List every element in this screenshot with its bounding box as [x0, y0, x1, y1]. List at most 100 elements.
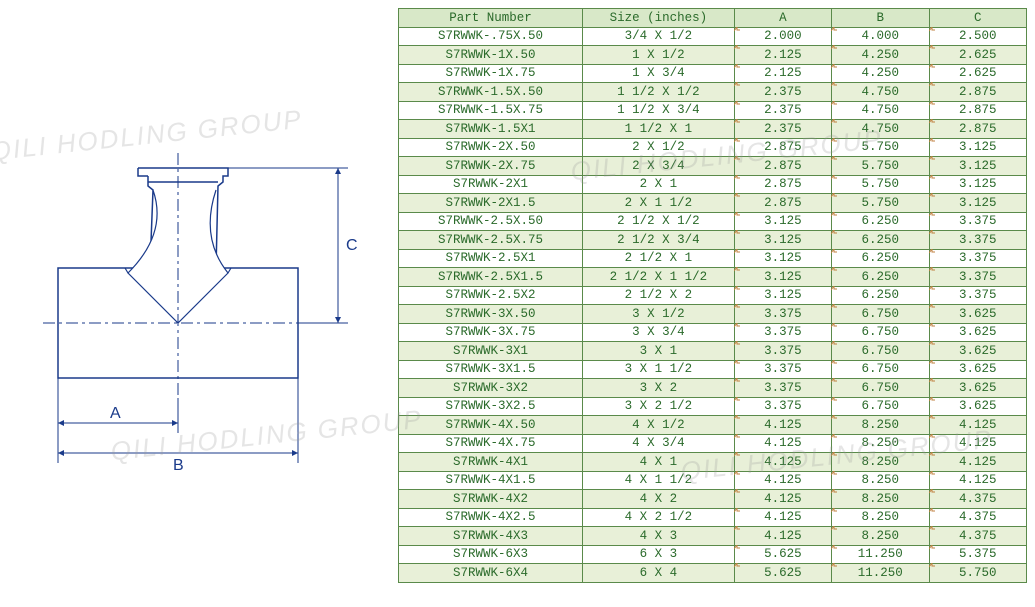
table-cell: 2 1/2 X 3/4	[583, 231, 735, 250]
table-cell: S7RWWK-4X3	[399, 527, 583, 546]
table-cell: 8.250	[832, 508, 929, 527]
table-row: S7RWWK-4X.504 X 1/24.1258.2504.125	[399, 416, 1027, 435]
table-cell: 4.750	[832, 120, 929, 139]
table-header: C	[929, 9, 1026, 28]
table-panel: Part NumberSize (inches)ABCS7RWWK-.75X.5…	[398, 8, 1027, 598]
table-cell: 4.125	[734, 416, 831, 435]
table-cell: 6.250	[832, 231, 929, 250]
table-cell: 3/4 X 1/2	[583, 27, 735, 46]
table-cell: 4.000	[832, 27, 929, 46]
table-row: S7RWWK-3X.753 X 3/43.3756.7503.625	[399, 323, 1027, 342]
table-cell: 8.250	[832, 490, 929, 509]
table-cell: 2 X 1 1/2	[583, 194, 735, 213]
table-row: S7RWWK-2.5X.502 1/2 X 1/23.1256.2503.375	[399, 212, 1027, 231]
table-row: S7RWWK-1.5X11 1/2 X 12.3754.7502.875	[399, 120, 1027, 139]
table-row: S7RWWK-2X.752 X 3/42.8755.7503.125	[399, 157, 1027, 176]
table-cell: 3.375	[734, 379, 831, 398]
table-cell: 1 1/2 X 3/4	[583, 101, 735, 120]
table-row: S7RWWK-4X2.54 X 2 1/24.1258.2504.375	[399, 508, 1027, 527]
table-cell: 2.875	[734, 175, 831, 194]
table-header: B	[832, 9, 929, 28]
table-cell: 3.375	[734, 360, 831, 379]
table-cell: S7RWWK-1.5X1	[399, 120, 583, 139]
table-cell: 6.750	[832, 360, 929, 379]
table-cell: 2 1/2 X 1	[583, 249, 735, 268]
table-cell: 4 X 3	[583, 527, 735, 546]
table-cell: 8.250	[832, 471, 929, 490]
table-cell: 6 X 4	[583, 564, 735, 583]
table-cell: 3.375	[734, 342, 831, 361]
table-cell: 3 X 2	[583, 379, 735, 398]
table-row: S7RWWK-3X23 X 23.3756.7503.625	[399, 379, 1027, 398]
table-row: S7RWWK-2.5X.752 1/2 X 3/43.1256.2503.375	[399, 231, 1027, 250]
diagram-panel: C A B	[8, 8, 388, 598]
table-cell: S7RWWK-2X.50	[399, 138, 583, 157]
table-cell: 5.625	[734, 564, 831, 583]
table-cell: 8.250	[832, 434, 929, 453]
table-cell: 2.125	[734, 64, 831, 83]
table-cell: 2.875	[929, 120, 1026, 139]
table-cell: 3.625	[929, 342, 1026, 361]
table-cell: 4.125	[929, 471, 1026, 490]
table-cell: S7RWWK-4X1.5	[399, 471, 583, 490]
table-cell: 2 X 1/2	[583, 138, 735, 157]
table-cell: 4 X 1/2	[583, 416, 735, 435]
table-cell: 8.250	[832, 416, 929, 435]
table-cell: 1 1/2 X 1	[583, 120, 735, 139]
table-cell: 5.750	[832, 175, 929, 194]
table-cell: S7RWWK-1X.50	[399, 46, 583, 65]
table-cell: 3.375	[929, 212, 1026, 231]
table-cell: S7RWWK-.75X.50	[399, 27, 583, 46]
table-row: S7RWWK-6X46 X 45.62511.2505.750	[399, 564, 1027, 583]
table-header: Size (inches)	[583, 9, 735, 28]
table-cell: 6.750	[832, 342, 929, 361]
table-row: S7RWWK-2X.502 X 1/22.8755.7503.125	[399, 138, 1027, 157]
table-cell: 2 X 3/4	[583, 157, 735, 176]
table-cell: 3 X 1 1/2	[583, 360, 735, 379]
table-cell: 11.250	[832, 545, 929, 564]
table-cell: 4.125	[929, 453, 1026, 472]
table-row: S7RWWK-2X12 X 12.8755.7503.125	[399, 175, 1027, 194]
table-cell: 4 X 3/4	[583, 434, 735, 453]
table-cell: 6.250	[832, 268, 929, 287]
table-cell: 3.375	[929, 249, 1026, 268]
table-cell: 2.375	[734, 83, 831, 102]
table-cell: S7RWWK-2.5X2	[399, 286, 583, 305]
table-cell: 4.125	[734, 527, 831, 546]
table-row: S7RWWK-1X.751 X 3/42.1254.2502.625	[399, 64, 1027, 83]
table-cell: 3.375	[929, 286, 1026, 305]
table-row: S7RWWK-4X1.54 X 1 1/24.1258.2504.125	[399, 471, 1027, 490]
table-cell: 8.250	[832, 453, 929, 472]
table-row: S7RWWK-3X1.53 X 1 1/23.3756.7503.625	[399, 360, 1027, 379]
table-cell: 3.125	[929, 175, 1026, 194]
table-cell: 11.250	[832, 564, 929, 583]
table-cell: 4.375	[929, 527, 1026, 546]
table-header: Part Number	[399, 9, 583, 28]
table-cell: S7RWWK-1.5X.75	[399, 101, 583, 120]
table-cell: 2.000	[734, 27, 831, 46]
table-cell: 2.625	[929, 64, 1026, 83]
table-cell: S7RWWK-3X.50	[399, 305, 583, 324]
table-cell: S7RWWK-6X4	[399, 564, 583, 583]
table-cell: 4.125	[734, 471, 831, 490]
table-cell: 3.125	[734, 286, 831, 305]
table-cell: S7RWWK-3X1.5	[399, 360, 583, 379]
table-cell: 3.625	[929, 397, 1026, 416]
table-row: S7RWWK-4X24 X 24.1258.2504.375	[399, 490, 1027, 509]
table-cell: S7RWWK-4X2	[399, 490, 583, 509]
table-cell: 6.250	[832, 249, 929, 268]
table-cell: 6.250	[832, 212, 929, 231]
table-cell: 3.375	[929, 268, 1026, 287]
table-cell: S7RWWK-6X3	[399, 545, 583, 564]
table-cell: S7RWWK-3X2.5	[399, 397, 583, 416]
table-cell: 3 X 2 1/2	[583, 397, 735, 416]
table-cell: 5.750	[832, 157, 929, 176]
table-cell: 2.875	[929, 101, 1026, 120]
table-cell: S7RWWK-3X2	[399, 379, 583, 398]
table-cell: S7RWWK-3X1	[399, 342, 583, 361]
parts-table: Part NumberSize (inches)ABCS7RWWK-.75X.5…	[398, 8, 1027, 583]
table-cell: 6 X 3	[583, 545, 735, 564]
table-cell: 4.125	[734, 434, 831, 453]
table-cell: 3 X 1	[583, 342, 735, 361]
table-cell: S7RWWK-1X.75	[399, 64, 583, 83]
